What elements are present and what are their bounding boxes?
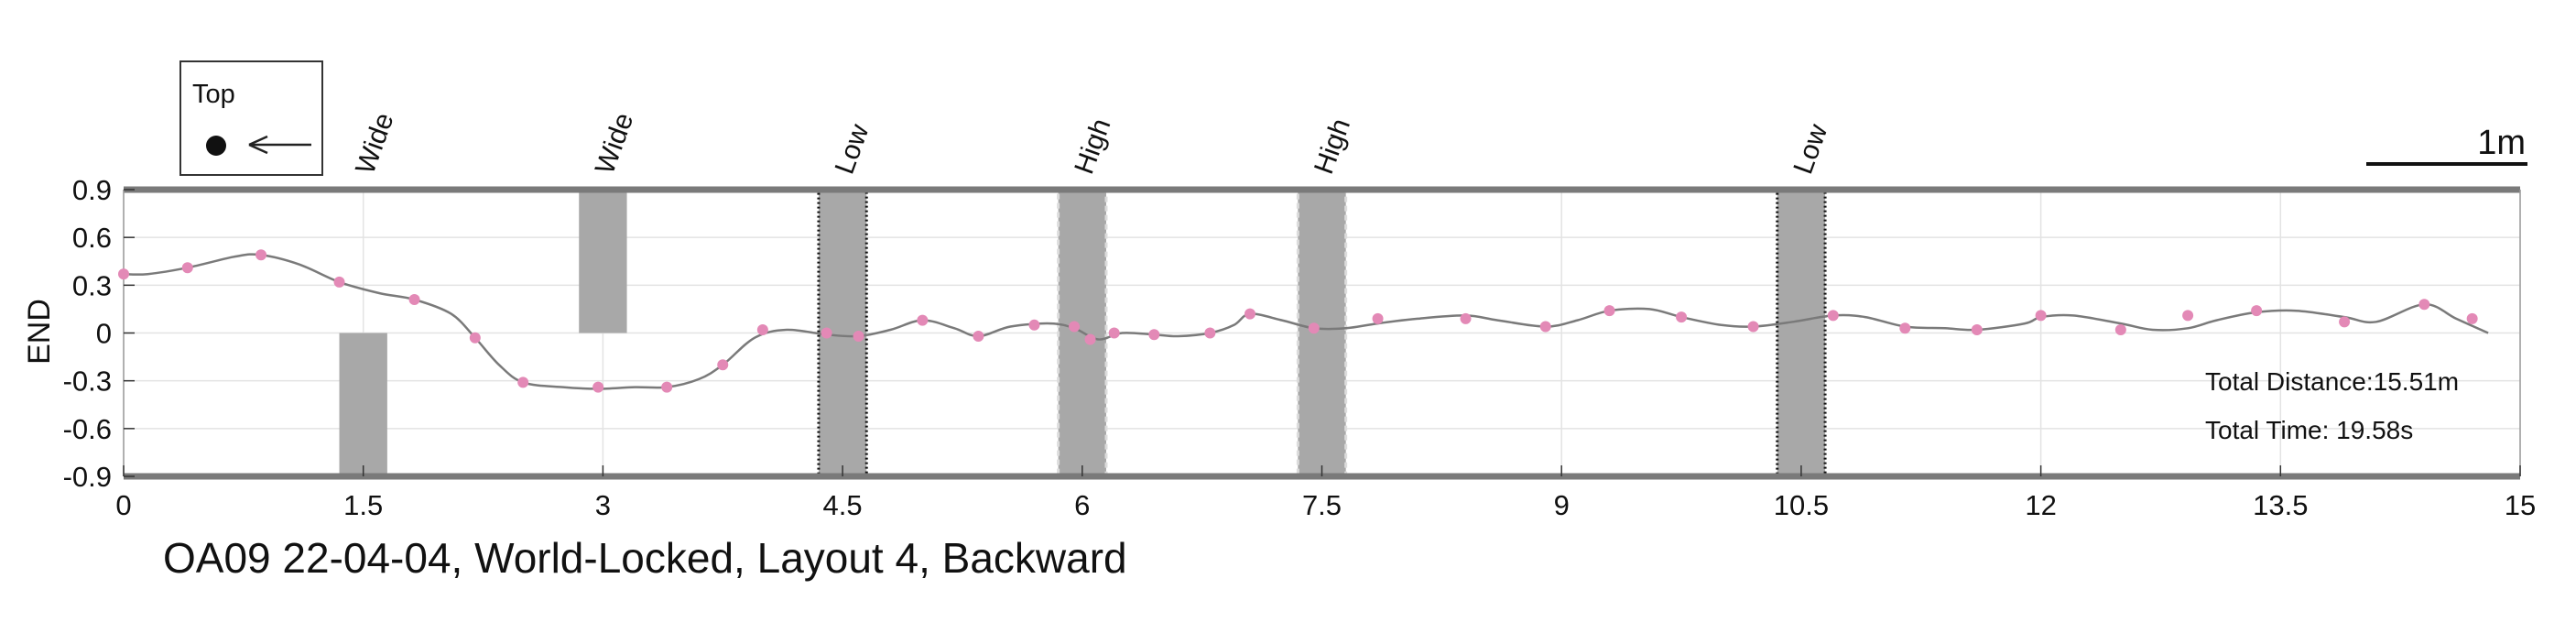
- y-tick-label-3: 0: [96, 318, 112, 350]
- trajectory-line: [123, 253, 2489, 390]
- data-point-7: [592, 381, 604, 393]
- x-tick-label-7: 10.5: [1774, 489, 1829, 521]
- obstacle-1: [579, 190, 627, 333]
- data-point-21: [1244, 308, 1255, 320]
- x-tick-label-5: 7.5: [1302, 489, 1342, 521]
- y-tick-label-1: 0.6: [72, 222, 112, 254]
- data-point-28: [1747, 321, 1759, 333]
- total-distance-annotation: Total Distance:15.51m: [2205, 367, 2459, 396]
- y-ticks: 0.9 0.6 0.3 0 -0.3 -0.6 -0.9: [63, 174, 135, 493]
- data-point-29: [1827, 310, 1839, 322]
- y-tick-label-0: 0.9: [72, 174, 112, 206]
- obstacle-labels: Wide Wide Low High High Low: [350, 109, 1833, 179]
- data-point-22: [1308, 322, 1320, 334]
- data-point-19: [1148, 329, 1160, 341]
- y-tick-label-4: -0.3: [63, 366, 112, 398]
- data-point-23: [1372, 312, 1384, 324]
- obstacle-label-5: Low: [1788, 120, 1833, 178]
- data-point-4: [408, 293, 420, 305]
- legend-arrow-head-icon: [248, 135, 268, 155]
- data-point-32: [2035, 310, 2047, 322]
- x-tick-label-9: 13.5: [2253, 489, 2308, 521]
- obstacle-4: [1296, 188, 1348, 478]
- legend-title: Top: [192, 80, 235, 109]
- data-point-31: [1971, 324, 1983, 336]
- legend-marker: [206, 136, 226, 156]
- data-point-18: [1108, 327, 1120, 339]
- obstacle-label-0: Wide: [350, 109, 399, 179]
- obstacle-label-4: High: [1309, 115, 1356, 178]
- data-point-2: [255, 249, 267, 261]
- data-point-33: [2114, 324, 2126, 336]
- data-point-15: [1028, 319, 1040, 331]
- data-point-1: [181, 262, 193, 274]
- data-point-9: [717, 359, 729, 371]
- legend-frame: [179, 60, 323, 176]
- obstacle-label-1: Wide: [590, 109, 639, 179]
- data-point-0: [118, 268, 129, 280]
- obstacle-label-3: High: [1069, 115, 1116, 178]
- data-point-38: [2466, 312, 2478, 324]
- y-tick-label-2: 0.3: [72, 269, 112, 301]
- x-tick-label-8: 12: [2025, 489, 2056, 521]
- x-tick-label-4: 6: [1074, 489, 1090, 521]
- scale-bar: 1m: [2366, 124, 2527, 166]
- obstacle-label-2: Low: [830, 120, 875, 178]
- data-point-24: [1460, 312, 1472, 324]
- series-line: [123, 253, 2489, 390]
- x-tick-label-2: 3: [595, 489, 611, 521]
- data-point-8: [661, 381, 673, 393]
- scale-bar-label: 1m: [2477, 124, 2526, 162]
- y-tick-label-6: -0.9: [63, 461, 112, 493]
- data-point-16: [1069, 321, 1081, 333]
- x-tick-label-10: 15: [2505, 489, 2536, 521]
- data-point-34: [2182, 310, 2194, 322]
- data-point-20: [1204, 327, 1216, 339]
- obstacle-0: [339, 333, 387, 476]
- x-tick-label-0: 0: [115, 489, 131, 521]
- data-point-35: [2251, 305, 2263, 317]
- obstacle-5: [1776, 188, 1827, 478]
- data-point-5: [469, 332, 481, 344]
- data-point-11: [821, 327, 832, 339]
- data-point-25: [1539, 321, 1551, 333]
- chart-title: OA09 22-04-04, World-Locked, Layout 4, B…: [163, 534, 1127, 582]
- data-point-36: [2339, 316, 2351, 328]
- legend-box: Top: [179, 60, 323, 176]
- x-tick-label-6: 9: [1554, 489, 1570, 521]
- data-point-26: [1603, 305, 1615, 317]
- y-axis-label: END: [22, 299, 57, 365]
- data-point-17: [1084, 333, 1096, 345]
- series-points: [118, 249, 2478, 393]
- data-point-37: [2418, 299, 2430, 311]
- data-point-12: [853, 330, 864, 342]
- total-time-annotation: Total Time: 19.58s: [2205, 416, 2413, 444]
- data-point-27: [1676, 311, 1688, 323]
- x-tick-label-1: 1.5: [343, 489, 383, 521]
- x-ticks: 0 1.5 3 4.5 6 7.5 9 10.5 12 13.5 15: [115, 465, 2536, 521]
- data-point-13: [917, 314, 929, 326]
- y-tick-label-5: -0.6: [63, 413, 112, 445]
- data-point-6: [517, 377, 529, 388]
- data-point-30: [1899, 322, 1911, 334]
- data-point-10: [756, 324, 768, 336]
- data-point-14: [973, 330, 984, 342]
- data-point-3: [333, 276, 345, 288]
- x-tick-label-3: 4.5: [823, 489, 863, 521]
